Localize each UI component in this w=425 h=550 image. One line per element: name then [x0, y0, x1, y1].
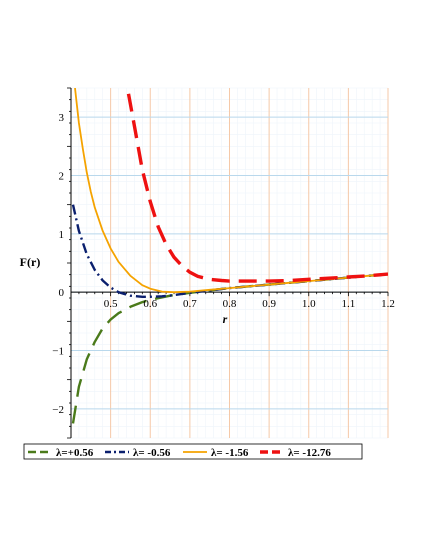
x-tick-label: 1.1: [342, 298, 356, 310]
y-tick-label: 2: [59, 171, 65, 183]
legend-label-2: λ= -0.56: [133, 447, 171, 459]
tick-labels: 0.5 0.6 0.7 0.8 0.9 1.0 1.1 1.2 −2 −1 0 1 2 3: [52, 112, 395, 416]
major-grid: [71, 88, 389, 438]
legend-label-4: λ= -12.76: [288, 447, 331, 459]
x-tick-label: 0.9: [262, 298, 276, 310]
x-axis-title: r: [223, 312, 228, 326]
x-tick-label: 0.6: [143, 298, 157, 310]
x-tick-label: 0.8: [223, 298, 237, 310]
y-tick-label: −2: [52, 404, 64, 416]
y-tick-label: −1: [52, 346, 64, 358]
x-tick-label: 0.5: [104, 298, 118, 310]
series-line-4: [126, 93, 388, 283]
legend: λ=+0.56 λ= -0.56 λ= -1.56 λ= -12.76: [23, 443, 363, 460]
y-tick-label: 3: [59, 112, 65, 124]
x-tick-label: 1.0: [302, 298, 316, 310]
series-layer: [71, 88, 388, 424]
x-tick-label: 1.2: [381, 298, 395, 310]
y-tick-label: 1: [59, 229, 65, 241]
axes: [67, 87, 389, 439]
legend-label-1: λ=+0.56: [56, 447, 94, 459]
y-axis-title: F(r): [20, 255, 41, 269]
series-line-3: [74, 88, 388, 294]
x-tick-label: 0.7: [183, 298, 197, 310]
legend-label-3: λ= -1.56: [211, 447, 249, 459]
y-tick-label: 0: [59, 287, 65, 299]
